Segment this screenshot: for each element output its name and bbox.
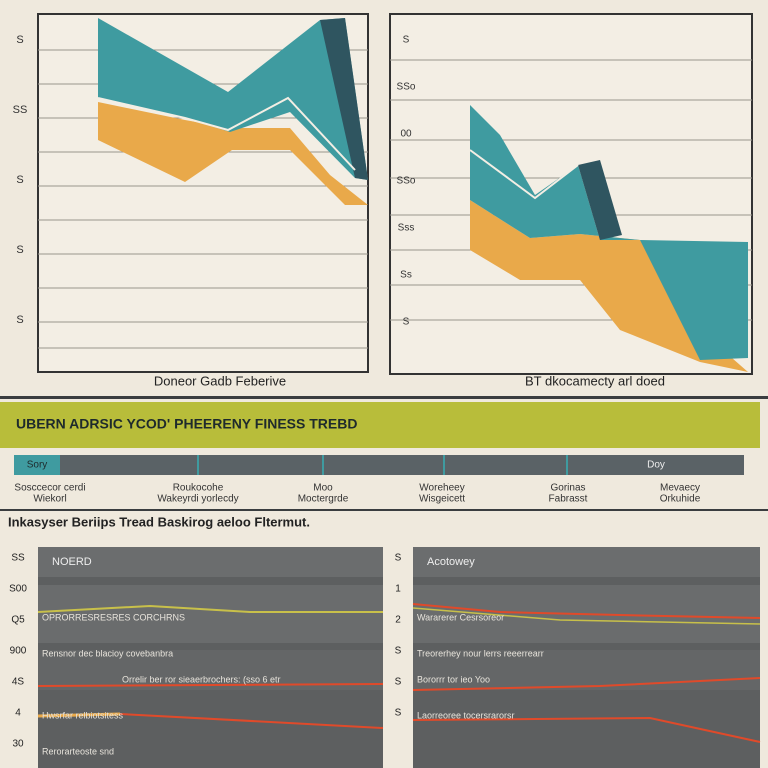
- axis-label: S: [16, 34, 23, 46]
- line: [412, 677, 761, 691]
- axis-label: Q5: [11, 615, 25, 626]
- axis-label: 2: [395, 615, 401, 626]
- timeline-start-label: Sory: [27, 460, 48, 471]
- axis-label: S: [16, 244, 23, 256]
- axis-label: 00: [400, 129, 412, 140]
- timeline-bar: [14, 455, 744, 475]
- panel-row: [38, 585, 383, 643]
- left-chart: [37, 13, 369, 373]
- timeline-ticks: [197, 455, 568, 475]
- axis-label: 4: [15, 708, 21, 719]
- timeline-end: [680, 455, 744, 475]
- line: [412, 603, 761, 619]
- timeline-label: Moo: [313, 483, 333, 494]
- axis-label: S: [395, 677, 402, 688]
- timeline-label: Gorinas: [550, 483, 585, 494]
- banner: [0, 402, 760, 448]
- timeline-label: Mevaecy: [660, 483, 700, 494]
- panel-row: [413, 650, 760, 690]
- line: [412, 716, 761, 743]
- axis-label: S: [395, 708, 402, 719]
- panel-title: Acotowey: [427, 556, 475, 568]
- section-heading: Inkasyser Beriips Tread Baskirog aeloo F…: [8, 514, 310, 529]
- axis-label: S: [403, 317, 410, 328]
- line: [37, 604, 383, 613]
- area: [98, 102, 368, 205]
- axis-label: SSo: [397, 82, 416, 93]
- panel-header: [413, 547, 760, 577]
- line-label: Wararerer Cesrsoreor: [417, 612, 504, 622]
- panel-header: [38, 547, 383, 577]
- area-side: [578, 160, 622, 240]
- axis-label: S: [16, 174, 23, 186]
- line-label: Treorerhey nour lerrs reeerrearr: [417, 648, 544, 658]
- banner-title: UBERN ADRSIC YCOD' PHEERENY FINESS TREBD: [16, 416, 357, 432]
- area: [98, 18, 368, 180]
- line-label: Bororrr tor ieo Yoo: [417, 674, 490, 684]
- timeline-label: Wisgeicett: [419, 494, 465, 505]
- area: [470, 200, 748, 372]
- timeline-label: Roukocohe: [173, 483, 224, 494]
- axis-label: S: [395, 646, 402, 657]
- axis-label: 900: [10, 646, 27, 657]
- line-label: Laorreoree tocersrarorsr: [417, 710, 515, 720]
- axis-label: SS: [13, 104, 28, 116]
- timeline-label: Woreheey: [419, 483, 464, 494]
- axis-label: S: [16, 314, 23, 326]
- line: [37, 712, 121, 718]
- rule: [0, 396, 768, 399]
- timeline-label: Orkuhide: [660, 494, 701, 505]
- timeline-label: Wiekorl: [33, 494, 66, 505]
- line: [469, 149, 579, 200]
- line: [97, 96, 356, 171]
- timeline-label: Sosccecor cerdi: [14, 483, 85, 494]
- timeline-label: Wakeyrdi yorlecdy: [157, 494, 238, 505]
- right-chart: [389, 13, 753, 375]
- chart-caption: Doneor Gadb Feberive: [154, 373, 286, 388]
- timeline-label: Moctergrde: [298, 494, 349, 505]
- line-label: Rerorarteoste snd: [42, 746, 114, 756]
- line-label: Hwsrfar relbiotsitess: [42, 710, 124, 720]
- chart-caption: BT dkocamecty arl doed: [525, 373, 665, 388]
- area-side: [320, 18, 368, 180]
- axis-label: 1: [395, 584, 401, 595]
- panel-title: NOERD: [52, 556, 92, 568]
- line-label: Orrelir ber ror sieaerbrochers: (sso 6 e…: [122, 674, 281, 684]
- line: [412, 607, 761, 625]
- axis-label: S: [403, 35, 410, 46]
- axis-label: SSo: [397, 176, 416, 187]
- line-label: Rensnor dec blacioy covebanbra: [42, 648, 173, 658]
- timeline-start: [14, 455, 60, 475]
- axis-label: S: [395, 553, 402, 564]
- timeline-end-label: Doy: [647, 460, 665, 471]
- axis-label: 4S: [12, 677, 25, 688]
- axis-label: SS: [11, 553, 25, 564]
- bottom-right-panel: [412, 547, 761, 768]
- axis-label: S00: [9, 584, 27, 595]
- bottom-left-panel: [37, 547, 384, 768]
- axis-label: Ss: [400, 270, 412, 281]
- line: [37, 683, 384, 687]
- axis-label: 30: [12, 739, 24, 750]
- area: [470, 105, 748, 360]
- axis-label: Sss: [398, 223, 415, 234]
- line-label: OPRORRESRESRES CORCHRNS: [42, 612, 185, 622]
- line: [119, 713, 384, 729]
- timeline-label: Fabrasst: [549, 494, 588, 505]
